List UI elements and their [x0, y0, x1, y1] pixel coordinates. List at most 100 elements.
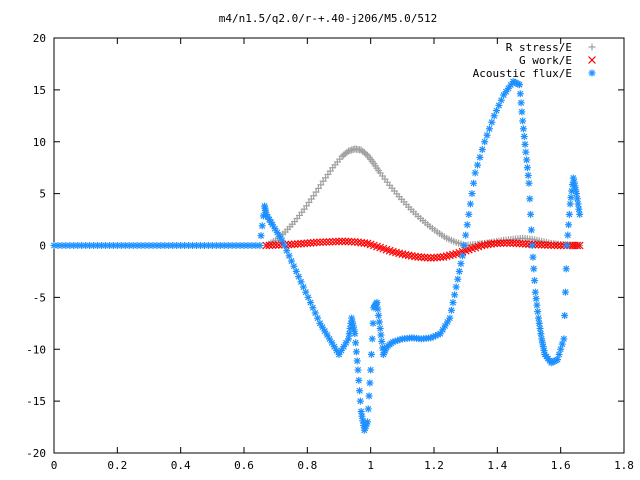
data-point: [325, 237, 334, 246]
data-point-fill: [377, 331, 385, 339]
data-point-fill: [312, 188, 320, 196]
data-point-fill: [476, 153, 484, 161]
data-point-fill: [433, 253, 442, 262]
data-point-fill: [265, 241, 274, 250]
y-tick-label: -10: [26, 343, 46, 356]
legend-marker: [588, 69, 596, 77]
data-point-fill: [321, 327, 329, 335]
data-point-fill: [420, 253, 429, 262]
y-tick-label: -15: [26, 395, 46, 408]
data-point-fill: [532, 295, 540, 303]
data-point-fill: [369, 319, 377, 327]
data-point-fill: [365, 392, 373, 400]
legend-marker: [588, 56, 596, 64]
data-point: [364, 418, 371, 426]
data-point-fill: [257, 232, 265, 240]
data-point-fill: [297, 239, 305, 248]
data-point-fill: [290, 240, 299, 249]
data-point-fill: [468, 190, 476, 198]
data-point-fill: [526, 195, 534, 203]
data-point: [477, 241, 486, 250]
data-point-fill: [322, 238, 331, 246]
data-point-fill: [347, 237, 356, 246]
data-point-fill: [573, 241, 582, 250]
data-point: [519, 117, 527, 125]
data-point-fill: [530, 265, 538, 273]
data-point-fill: [335, 237, 343, 246]
data-point: [345, 335, 352, 343]
x-tick-label: 0: [51, 459, 58, 472]
data-point-fill: [375, 312, 383, 320]
data-point: [256, 242, 264, 249]
data-point-fill: [537, 330, 545, 338]
x-tick-label: 0.6: [234, 459, 254, 472]
data-point: [490, 239, 499, 248]
data-point-fill: [518, 239, 527, 248]
data-point-fill: [556, 241, 565, 250]
data-point: [554, 356, 561, 364]
x-tick-label: 1.2: [424, 459, 444, 472]
data-point: [465, 210, 473, 218]
data-point-fill: [303, 239, 312, 248]
y-tick-label: 20: [33, 32, 46, 45]
data-point-fill: [521, 140, 529, 148]
data-point-fill: [547, 241, 556, 250]
data-point: [376, 325, 384, 332]
data-point: [287, 240, 296, 249]
data-point-fill: [519, 125, 527, 133]
data-point-fill: [499, 239, 508, 247]
data-point-fill: [367, 350, 375, 358]
data-point: [459, 252, 466, 260]
data-point-fill: [375, 318, 383, 326]
y-tick-label: 0: [39, 240, 46, 253]
data-point-fill: [352, 339, 360, 347]
data-point-fill: [430, 253, 438, 262]
data-point: [573, 190, 580, 198]
data-point: [278, 236, 286, 244]
data-point-fill: [524, 171, 532, 179]
data-point-fill: [534, 308, 542, 316]
data-point: [436, 330, 444, 338]
data-point-fill: [483, 240, 492, 249]
data-point: [540, 241, 549, 249]
data-point-fill: [449, 299, 457, 307]
data-point-fill: [358, 412, 366, 420]
data-point-fill: [364, 405, 372, 413]
data-point-fill: [457, 260, 465, 268]
data-point-fill: [493, 107, 501, 115]
data-point-fill: [520, 133, 528, 141]
data-point: [338, 237, 347, 246]
data-point: [274, 241, 283, 249]
data-point-fill: [411, 252, 419, 261]
x-tick-label: 1: [367, 459, 374, 472]
data-point-fill: [341, 237, 350, 246]
data-point: [446, 314, 454, 322]
data-point-fill: [478, 146, 486, 154]
data-point-fill: [565, 221, 573, 229]
data-point-fill: [309, 238, 318, 247]
data-point: [350, 237, 359, 246]
data-point-fill: [485, 125, 493, 133]
data-point-fill: [258, 222, 266, 230]
chart-title: m4/n1.5/q2.0/r-+.40-j206/M5.0/512: [219, 12, 438, 25]
y-tick-label: 10: [33, 136, 46, 149]
y-tick-label: -5: [33, 291, 46, 304]
data-point: [576, 210, 584, 218]
data-point: [326, 335, 333, 343]
data-point-fill: [366, 379, 374, 387]
data-point-fill: [355, 376, 363, 384]
data-point-fill: [333, 347, 341, 355]
data-point-fill: [555, 350, 563, 358]
series-2: [50, 78, 584, 434]
data-point: [490, 112, 498, 120]
legend-label: G work/E: [519, 54, 572, 67]
data-point-fill: [529, 253, 537, 261]
data-point: [535, 314, 542, 322]
data-point: [528, 242, 536, 249]
data-point: [481, 138, 489, 146]
data-point: [414, 252, 423, 261]
data-point: [515, 239, 524, 248]
data-point-fill: [306, 238, 315, 247]
y-tick-labels: 20 15 10 5 0 -5 -10 -15 -20: [26, 32, 46, 460]
